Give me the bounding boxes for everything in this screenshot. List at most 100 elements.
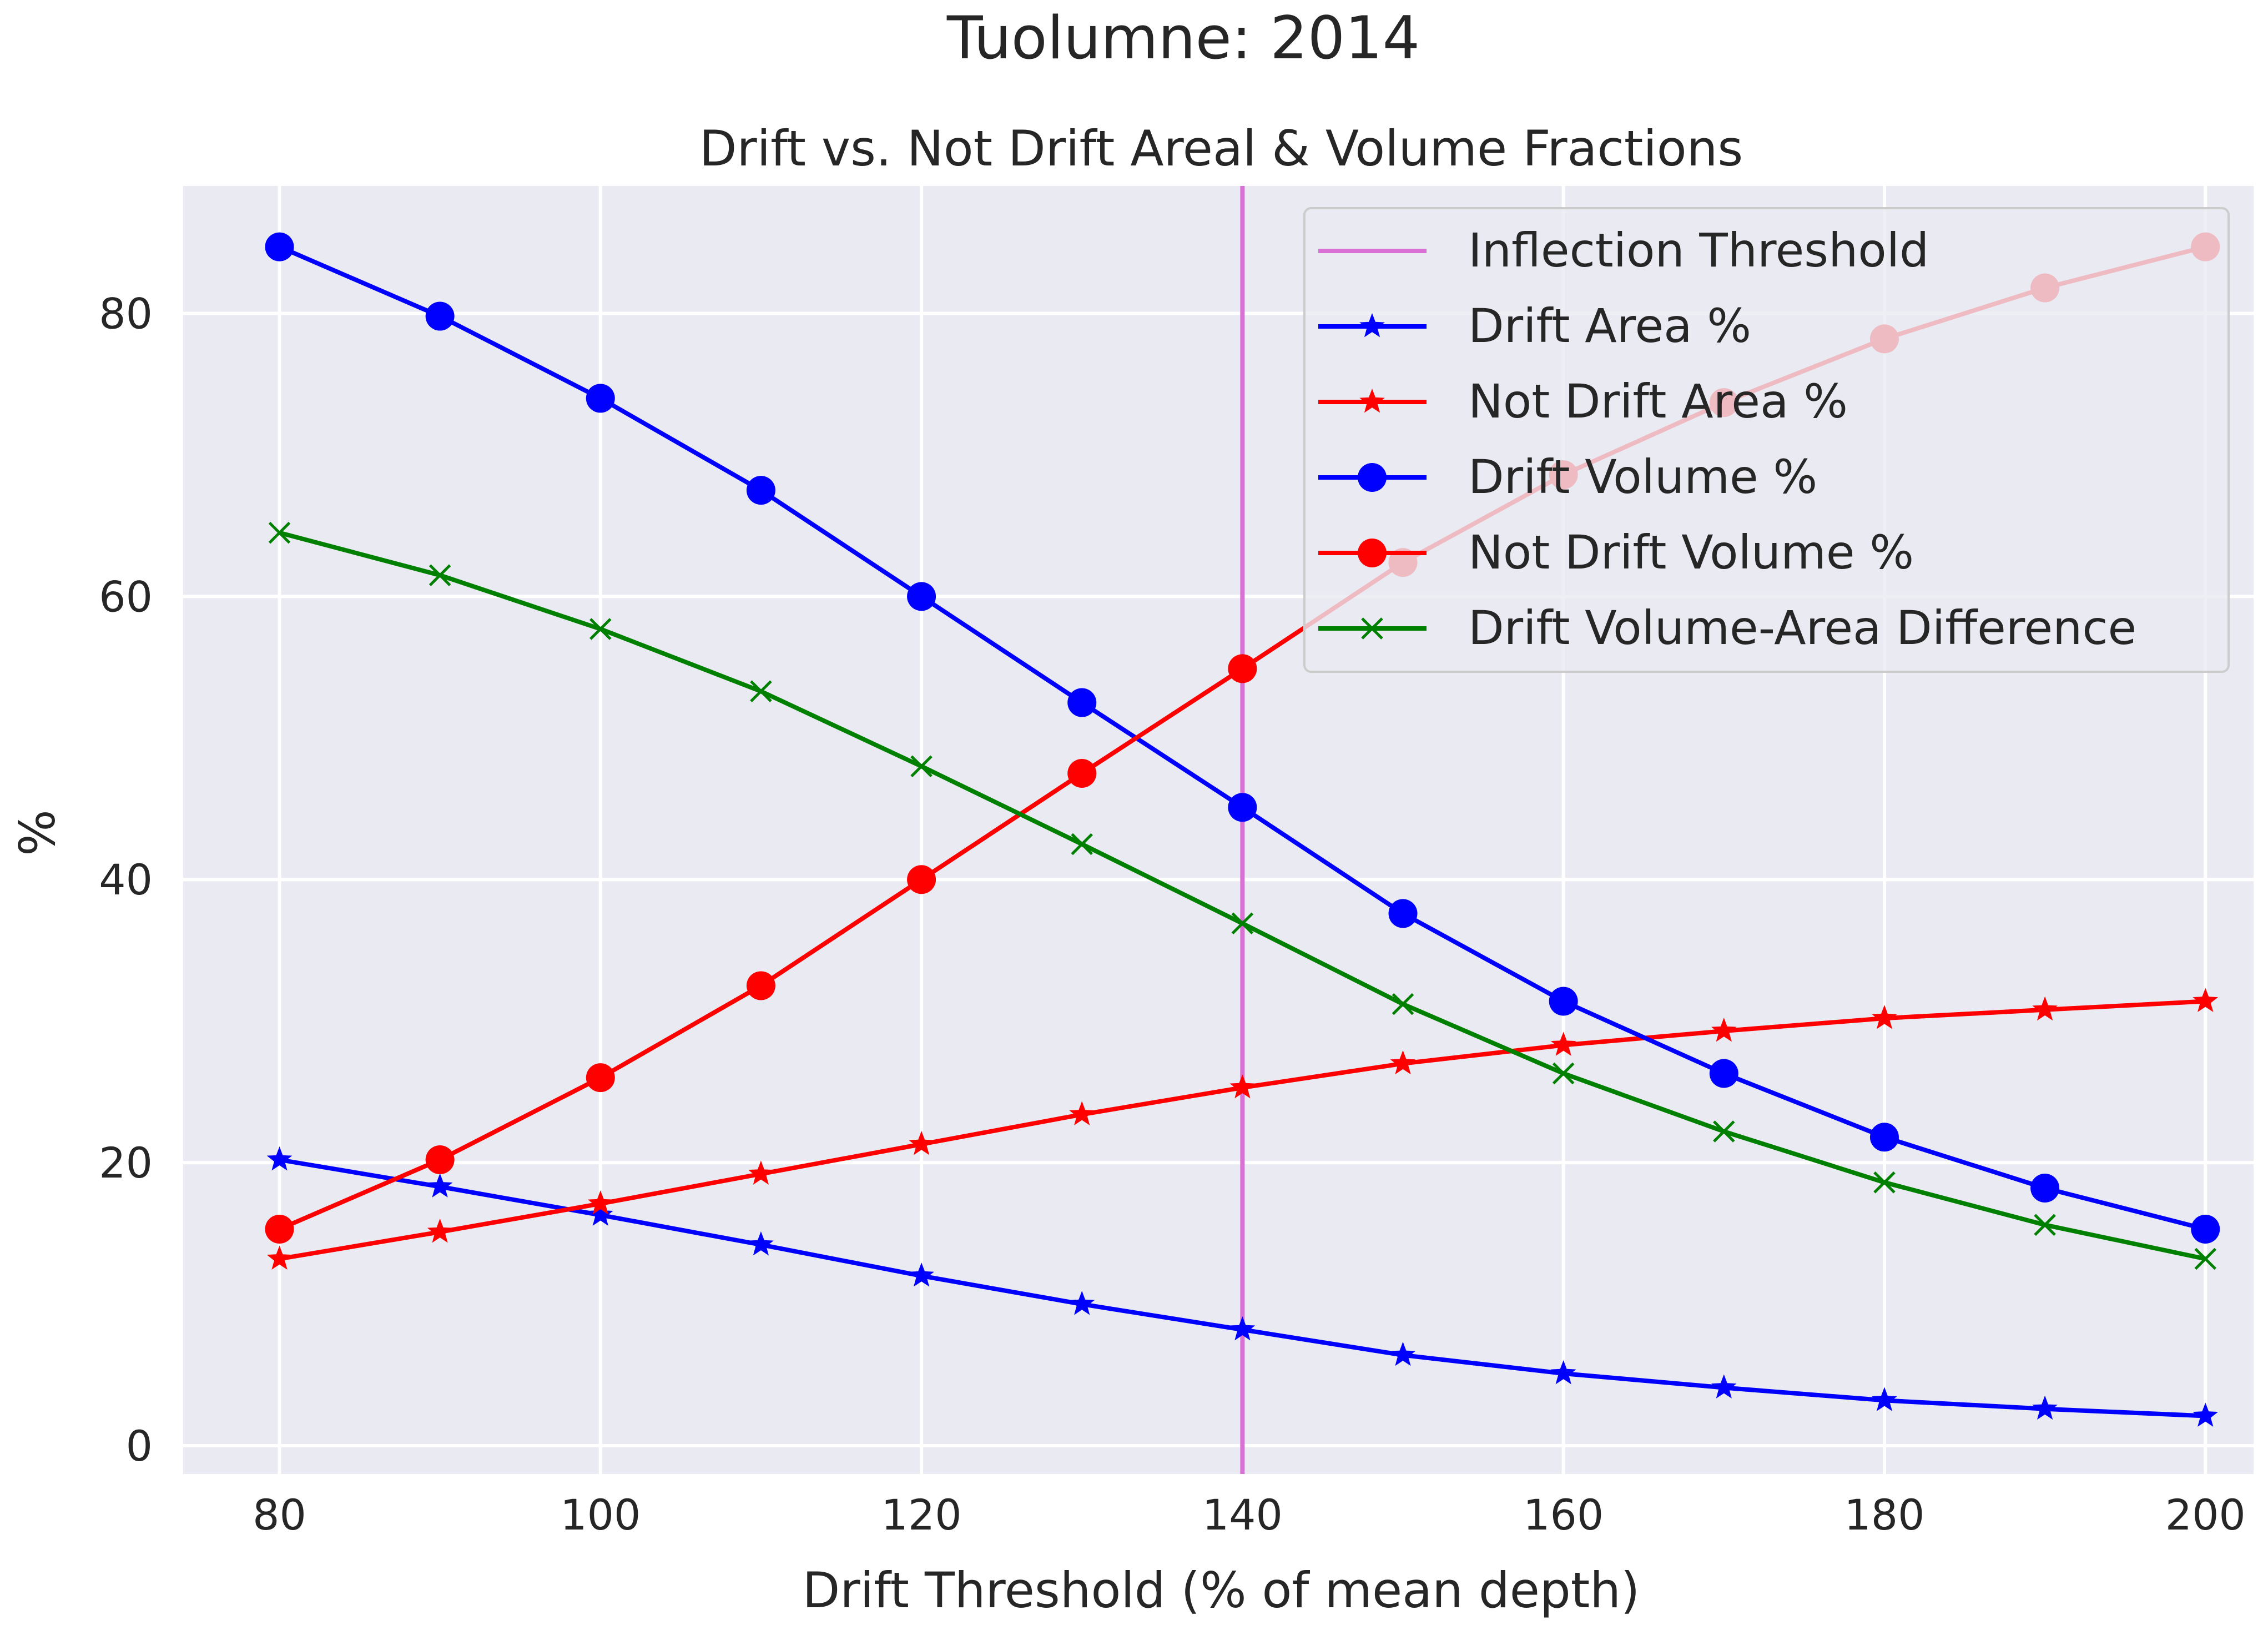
data-point [750,680,772,702]
x-tick-label: 100 [560,1490,641,1540]
x-tick-label: 160 [1523,1490,1604,1540]
x-tick-label: 140 [1202,1490,1283,1540]
data-point [2032,996,2058,1021]
legend-marker [1361,617,1383,640]
x-tick-label: 80 [253,1490,306,1540]
x-axis-label: Drift Threshold (% of mean depth) [803,1562,1640,1619]
data-point [1711,1018,1737,1042]
data-point [427,1219,453,1243]
data-point [1071,833,1093,856]
data-point [910,755,933,778]
data-point [265,232,294,261]
legend: Inflection Threshold Drift Area % Not Drif… [1303,207,2230,673]
data-point [909,1131,934,1155]
data-point [909,1262,934,1287]
data-point [746,476,775,505]
data-point [2193,1402,2219,1427]
legend-box [1303,207,2230,673]
data-point [2034,1214,2056,1236]
data-point [1229,1316,1256,1341]
data-point [1228,793,1257,822]
chart-title: Drift vs. Not Drift Areal & Volume Fract… [699,120,1743,177]
y-axis-label: % [9,809,66,856]
data-point [1067,688,1097,717]
data-point [425,1145,455,1175]
data-point [1873,1171,1896,1194]
x-tick-label: 180 [1844,1490,1924,1540]
y-tick-label: 0 [126,1421,153,1471]
data-point [2032,1395,2058,1420]
y-tick-label: 80 [99,289,153,338]
legend-label: Inflection Threshold [1468,223,1929,278]
data-point [2191,1214,2220,1244]
y-tick-label: 60 [99,572,153,621]
series-not-drift-area [266,988,2219,1270]
data-point [1392,993,1414,1015]
data-point [1713,1120,1735,1143]
data-point [1231,912,1254,935]
data-point [1550,1032,1576,1056]
data-point [1390,1050,1416,1075]
data-point [268,521,291,544]
data-point [266,1146,293,1171]
figure-suptitle: Tuolumne: 2014 [946,4,1420,72]
data-point [2193,988,2219,1012]
data-point [1872,1005,1897,1029]
data-point [1069,1291,1095,1315]
data-point [1552,1062,1575,1085]
data-point [2030,1174,2060,1203]
data-point [1388,899,1418,928]
series-drift-volume-area-difference [268,521,2217,1270]
legend-label: Drift Volume % [1468,450,1817,504]
legend-marker [1358,539,1387,567]
x-tick-label: 200 [2165,1490,2246,1540]
data-point [1229,1074,1256,1099]
data-point [1711,1374,1737,1398]
legend-marker [1359,389,1385,413]
data-point [589,618,612,640]
data-point [1067,759,1097,788]
data-point [266,1245,293,1270]
data-point [1872,1387,1897,1411]
data-point [1869,1123,1899,1152]
legend-marker [1358,463,1387,492]
data-point [1709,1059,1738,1088]
series-drift-volume [265,232,2220,1244]
y-tick-label: 20 [99,1138,153,1188]
x-tick-label: 120 [881,1490,962,1540]
legend-marker [1359,313,1385,338]
legend-label: Not Drift Area % [1468,374,1848,429]
data-point [429,564,451,586]
data-point [748,1160,774,1185]
data-point [2194,1247,2217,1270]
data-point [427,1173,453,1198]
data-point [1549,987,1578,1016]
data-point [1069,1101,1095,1125]
data-point [1390,1341,1416,1366]
data-point [586,1063,615,1093]
data-point [1550,1360,1576,1385]
y-tick-label: 40 [99,855,153,904]
legend-item-inflection-threshold: Inflection Threshold [1318,223,1929,278]
data-point [907,582,936,611]
data-point [425,301,455,331]
tick-labels: 80 100 120 140 160 180 200 0 20 40 60 80 [99,289,2246,1540]
data-point [586,384,615,413]
data-point [265,1214,294,1244]
legend-item-not-drift-volume: Not Drift Volume % [1318,525,1914,580]
legend-item-drift-area: Drift Area % [1318,299,1751,353]
legend-label: Not Drift Volume % [1468,525,1914,580]
data-point [746,971,775,1000]
legend-item-drift-volume: Drift Volume % [1318,450,1817,504]
data-point [588,1201,613,1226]
data-point [588,1190,613,1215]
data-point [748,1231,774,1256]
data-point [1228,654,1257,683]
legend-item-drift-volume-area-difference: Drift Volume-Area Difference [1318,601,2136,655]
data-point [907,865,936,894]
series-drift-area [266,1146,2219,1427]
legend-label: Drift Area % [1468,299,1751,353]
legend-item-not-drift-area: Not Drift Area % [1318,374,1848,429]
legend-label: Drift Volume-Area Difference [1468,601,2136,655]
